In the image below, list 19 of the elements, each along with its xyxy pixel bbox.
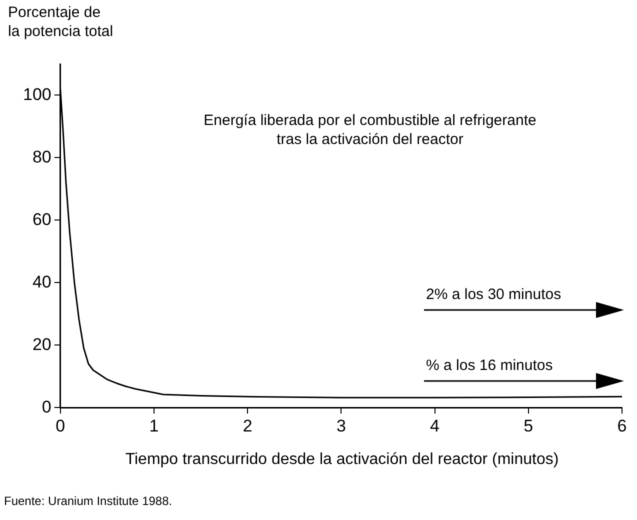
x-tick-label: 4	[430, 416, 440, 436]
x-tick-label: 6	[617, 416, 627, 436]
x-tick-label: 0	[56, 416, 66, 436]
y-tick-label: 60	[32, 210, 52, 229]
text: Energía liberada por el combustible al refrigerante tras la activación del reactor	[202, 112, 538, 150]
x-tick-label: 3	[336, 416, 346, 436]
annotation: 2% a los 30 minutos	[426, 286, 562, 305]
x-tick-label: 1	[149, 416, 159, 436]
y-tick-label: 40	[32, 272, 52, 292]
annotation: % a los 16 minutos	[426, 357, 553, 376]
x-tick-label: 2	[242, 416, 252, 436]
source-note: Fuente: Uranium Institute 1988.	[4, 494, 172, 509]
y-tick-label: 20	[32, 334, 52, 354]
y-tick-label: 100	[22, 84, 52, 104]
y-tick-label: 80	[32, 147, 52, 166]
x-tick-label: 5	[524, 416, 534, 436]
x-axis-title: Tiempo transcurrido desde la activación del reactor (minutos)	[124, 450, 560, 470]
y-tick-label: 0	[42, 397, 52, 416]
y-axis-title: Porcentaje de la potencia total	[8, 4, 114, 42]
